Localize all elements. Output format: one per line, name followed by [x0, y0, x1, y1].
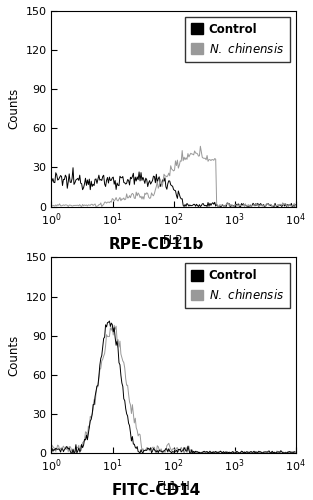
Text: FITC-CD14: FITC-CD14 — [112, 483, 201, 498]
Text: RPE-CD11b: RPE-CD11b — [109, 236, 204, 252]
Y-axis label: Counts: Counts — [7, 88, 20, 130]
X-axis label: FL1-H: FL1-H — [157, 480, 190, 493]
Y-axis label: Counts: Counts — [7, 334, 20, 376]
Legend: Control, $\mathit{N.\ chinensis}$: Control, $\mathit{N.\ chinensis}$ — [185, 264, 290, 308]
Legend: Control, $\mathit{N.\ chinensis}$: Control, $\mathit{N.\ chinensis}$ — [185, 17, 290, 62]
X-axis label: FL2: FL2 — [163, 234, 184, 246]
